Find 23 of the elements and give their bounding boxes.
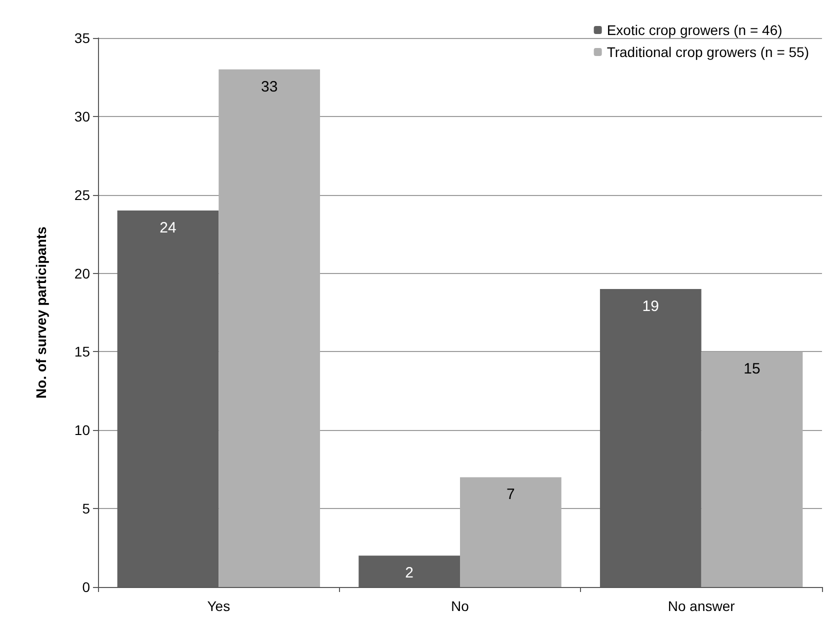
legend-label: Exotic crop growers (n = 46) [606, 22, 782, 38]
x-tick-label: No [451, 598, 470, 614]
y-tick-label: 15 [74, 344, 90, 360]
y-tick-label: 25 [74, 186, 90, 203]
y-tick-label: 20 [74, 265, 90, 282]
y-axis-title: No. of survey participants [33, 226, 49, 398]
x-tick-label: Yes [207, 598, 230, 614]
x-tick-label: No answer [668, 598, 736, 614]
data-label: 7 [506, 486, 515, 504]
data-label: 2 [405, 564, 414, 582]
data-label: 15 [744, 360, 760, 378]
legend-label: Traditional crop growers (n = 55) [606, 44, 810, 60]
y-tick-label: 30 [74, 108, 90, 124]
y-tick-label: 35 [74, 30, 90, 46]
bar [460, 477, 562, 587]
y-tick-label: 5 [82, 500, 90, 517]
bar [701, 352, 803, 587]
data-label: 19 [642, 298, 659, 315]
bar [218, 69, 320, 587]
data-label: 33 [261, 78, 278, 96]
data-label: 24 [160, 220, 176, 237]
y-tick-label: 0 [82, 579, 90, 595]
y-tick-label: 10 [74, 422, 90, 438]
